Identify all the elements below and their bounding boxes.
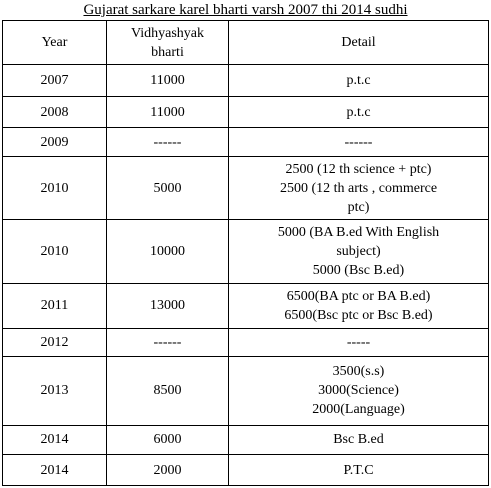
header-bharti-line: Vidhyashyak	[130, 25, 205, 41]
table-row: 2014 2000 P.T.C	[2, 454, 489, 486]
cell-year: 2011	[2, 282, 107, 329]
table-row: 2014 6000 Bsc B.ed	[2, 424, 489, 456]
cell-year: 2009	[2, 127, 107, 157]
detail-line: 6500(Bsc ptc or Bsc B.ed)	[284, 307, 433, 323]
table-header-row: Year Vidhyashyak bharti Detail	[2, 20, 489, 65]
table-row: 2011 13000 6500(BA ptc or BA B.ed) 6500(Bsc…	[2, 282, 489, 329]
cell-year: 2014	[2, 454, 107, 486]
detail-line: ------	[344, 134, 373, 150]
cell-detail: -----	[228, 327, 489, 358]
cell-year: 2010	[2, 219, 107, 284]
detail-line: 6500(BA ptc or BA B.ed)	[286, 288, 431, 304]
table-row: 2008 11000 p.t.c	[2, 95, 489, 129]
detail-line: P.T.C	[343, 462, 374, 478]
table-row: 2012 ------ -----	[2, 327, 489, 358]
cell-detail: P.T.C	[228, 454, 489, 486]
detail-line: 2500 (12 th arts , commerce	[279, 180, 438, 196]
table-row: 2010 10000 5000 (BA B.ed With English subje…	[2, 219, 489, 284]
detail-line: Bsc B.ed	[333, 432, 384, 448]
cell-bharti: 11000	[106, 64, 229, 97]
table-row: 2013 8500 3500(s.s) 3000(Science) 2000(Langu…	[2, 356, 489, 426]
detail-line: p.t.c	[346, 104, 371, 120]
table-row: 2010 5000 2500 (12 th science + ptc) 2500 (…	[2, 155, 489, 221]
cell-bharti: 8500	[106, 356, 229, 426]
table-row: 2007 11000 p.t.c	[2, 64, 489, 97]
cell-year: 2012	[2, 327, 107, 358]
detail-line: 2000(Language)	[312, 402, 405, 418]
detail-line: 5000 (BA B.ed With English	[277, 224, 440, 240]
cell-bharti: 2000	[106, 454, 229, 486]
cell-detail: 3500(s.s) 3000(Science) 2000(Language)	[228, 356, 489, 426]
cell-detail: Bsc B.ed	[228, 424, 489, 456]
header-year: Year	[2, 20, 107, 65]
table-row: 2009 ------ ------	[2, 127, 489, 157]
cell-detail: 6500(BA ptc or BA B.ed) 6500(Bsc ptc or B…	[228, 282, 489, 329]
cell-bharti: ------	[106, 127, 229, 157]
detail-line: 3500(s.s)	[332, 364, 385, 380]
header-vidhyashyak-bharti: Vidhyashyak bharti	[106, 20, 229, 65]
cell-detail: ------	[228, 127, 489, 157]
cell-year: 2014	[2, 424, 107, 456]
bharti-table: Year Vidhyashyak bharti Detail 2007 11000…	[2, 20, 489, 486]
cell-year: 2013	[2, 356, 107, 426]
cell-bharti: 11000	[106, 95, 229, 129]
cell-detail: 5000 (BA B.ed With English subject) 5000 (…	[228, 219, 489, 284]
header-detail: Detail	[228, 20, 489, 65]
cell-bharti: 5000	[106, 155, 229, 221]
detail-line: subject)	[336, 243, 381, 259]
cell-year: 2008	[2, 95, 107, 129]
cell-year: 2007	[2, 64, 107, 97]
cell-bharti: 6000	[106, 424, 229, 456]
cell-year: 2010	[2, 155, 107, 221]
detail-line: ptc)	[347, 199, 370, 215]
cell-bharti: ------	[106, 327, 229, 358]
header-bharti-line: bharti	[151, 44, 184, 60]
cell-detail: 2500 (12 th science + ptc) 2500 (12 th ar…	[228, 155, 489, 221]
page-title: Gujarat sarkare karel bharti varsh 2007 …	[83, 2, 408, 18]
detail-line: 5000 (Bsc B.ed)	[312, 262, 405, 278]
cell-detail: p.t.c	[228, 64, 489, 97]
cell-bharti: 10000	[106, 219, 229, 284]
detail-line: p.t.c	[346, 72, 371, 88]
detail-line: -----	[346, 334, 371, 350]
cell-bharti: 13000	[106, 282, 229, 329]
detail-line: 2500 (12 th science + ptc)	[285, 161, 432, 177]
cell-detail: p.t.c	[228, 95, 489, 129]
detail-line: 3000(Science)	[318, 383, 399, 399]
